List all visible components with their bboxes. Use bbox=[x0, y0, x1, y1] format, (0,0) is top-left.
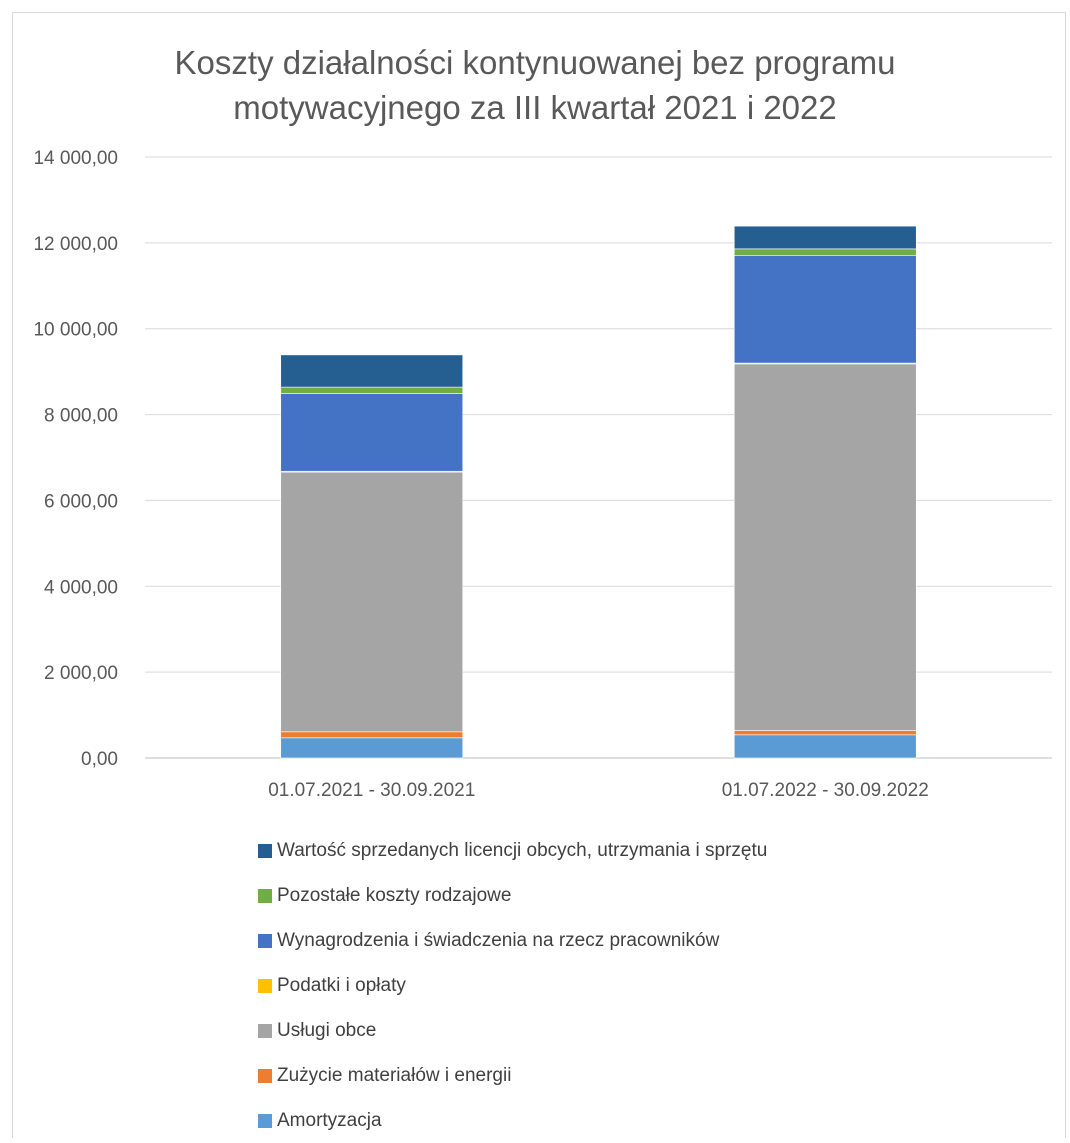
chart-legend: Wartość sprzedanych licencji obcych, utr… bbox=[258, 828, 767, 1143]
legend-label: Usługi obce bbox=[277, 1019, 377, 1041]
y-tick-label: 2 000,00 bbox=[44, 663, 118, 684]
legend-swatch bbox=[258, 978, 272, 993]
legend-label: Wartość sprzedanych licencji obcych, utr… bbox=[277, 839, 768, 861]
bar-segment-0-6 bbox=[280, 354, 464, 388]
legend-label: Pozostałe koszty rodzajowe bbox=[277, 884, 512, 906]
y-tick-label: 10 000,00 bbox=[33, 320, 118, 341]
legend-swatch bbox=[258, 843, 272, 858]
legend-item: Pozostałe koszty rodzajowe bbox=[258, 873, 767, 918]
bar-segment-1-0 bbox=[733, 734, 917, 759]
legend-item: Amortyzacja bbox=[258, 1098, 767, 1143]
x-tick-label: 01.07.2022 - 30.09.2022 bbox=[722, 780, 929, 801]
bar-segment-0-1 bbox=[280, 731, 464, 739]
legend-label: Podatki i opłaty bbox=[277, 974, 406, 996]
y-tick-label: 14 000,00 bbox=[33, 148, 118, 169]
bar-segment-1-2 bbox=[733, 363, 917, 731]
bar-segment-0-0 bbox=[280, 737, 464, 759]
legend-label: Zużycie materiałów i energii bbox=[277, 1064, 512, 1086]
legend-swatch bbox=[258, 1113, 272, 1128]
bar-segment-0-4 bbox=[280, 393, 464, 472]
y-tick-label: 6 000,00 bbox=[44, 491, 118, 512]
legend-swatch bbox=[258, 888, 272, 903]
legend-label: Amortyzacja bbox=[277, 1109, 382, 1131]
bar-segment-0-5 bbox=[280, 386, 464, 394]
bar-segment-1-1 bbox=[733, 730, 917, 736]
chart-title: Koszty działalności kontynuowanej bez pr… bbox=[0, 40, 1070, 130]
legend-item: Usługi obce bbox=[258, 1008, 767, 1053]
y-tick-label: 12 000,00 bbox=[33, 234, 118, 255]
bar-segment-1-5 bbox=[733, 248, 917, 256]
chart-title-line-2: motywacyjnego za III kwartał 2021 i 2022 bbox=[233, 89, 837, 126]
legend-item: Wynagrodzenia i świadczenia na rzecz pra… bbox=[258, 918, 767, 963]
y-tick-label: 0,00 bbox=[81, 749, 118, 770]
bar-segment-1-4 bbox=[733, 255, 917, 364]
legend-swatch bbox=[258, 1023, 272, 1038]
legend-item: Podatki i opłaty bbox=[258, 963, 767, 1008]
legend-label: Wynagrodzenia i świadczenia na rzecz pra… bbox=[277, 929, 720, 951]
bar-segment-1-6 bbox=[733, 225, 917, 250]
legend-swatch bbox=[258, 1068, 272, 1083]
x-tick-label: 01.07.2021 - 30.09.2021 bbox=[268, 780, 475, 801]
legend-item: Wartość sprzedanych licencji obcych, utr… bbox=[258, 828, 767, 873]
legend-item: Zużycie materiałów i energii bbox=[258, 1053, 767, 1098]
legend-swatch bbox=[258, 933, 272, 948]
bar-segment-0-2 bbox=[280, 471, 464, 733]
y-tick-label: 8 000,00 bbox=[44, 406, 118, 427]
y-tick-label: 4 000,00 bbox=[44, 577, 118, 598]
chart-title-line-1: Koszty działalności kontynuowanej bez pr… bbox=[174, 44, 896, 81]
